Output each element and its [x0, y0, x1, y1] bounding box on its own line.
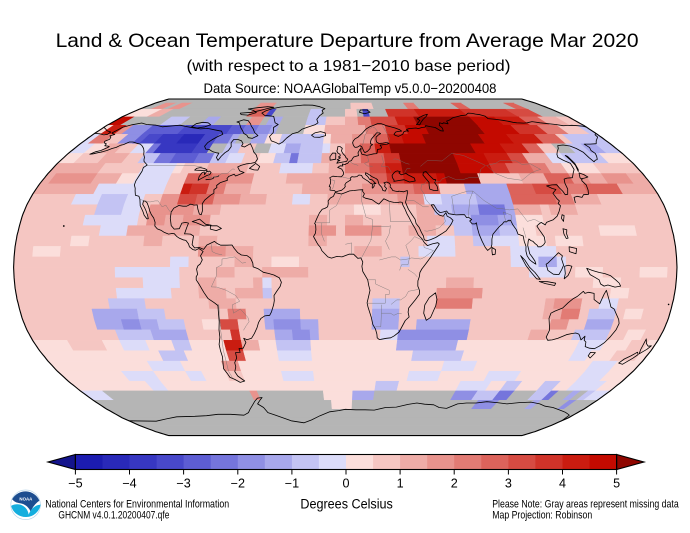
svg-text:Please Note: Gray areas repres: Please Note: Gray areas represent missin…: [492, 499, 679, 511]
svg-text:Map Projection: Robinson: Map Projection: Robinson: [492, 509, 592, 521]
svg-text:Land & Ocean Temperature Depar: Land & Ocean Temperature Departure from …: [56, 31, 639, 52]
svg-text:(with respect to a 1981−2010 b: (with respect to a 1981−2010 base period…: [187, 58, 511, 75]
svg-text:−5: −5: [68, 477, 82, 491]
svg-text:National Centers for Environme: National Centers for Environmental Infor…: [45, 499, 229, 511]
svg-text:−2: −2: [231, 477, 245, 491]
svg-text:4: 4: [559, 477, 566, 491]
svg-text:5: 5: [613, 477, 620, 491]
svg-text:NOAA: NOAA: [19, 497, 33, 502]
svg-text:0: 0: [342, 477, 349, 491]
svg-text:2: 2: [451, 477, 458, 491]
svg-text:Data Source: NOAAGlobalTemp v5: Data Source: NOAAGlobalTemp v5.0.0−20200…: [204, 80, 497, 96]
svg-text:1: 1: [397, 477, 404, 491]
svg-text:3: 3: [505, 477, 512, 491]
svg-text:−1: −1: [285, 477, 299, 491]
svg-text:−4: −4: [122, 477, 136, 491]
svg-text:−3: −3: [176, 477, 190, 491]
svg-text:GHCNM v4.0.1.20200407.qfe: GHCNM v4.0.1.20200407.qfe: [58, 510, 169, 522]
svg-text:Degrees Celsius: Degrees Celsius: [300, 497, 393, 512]
